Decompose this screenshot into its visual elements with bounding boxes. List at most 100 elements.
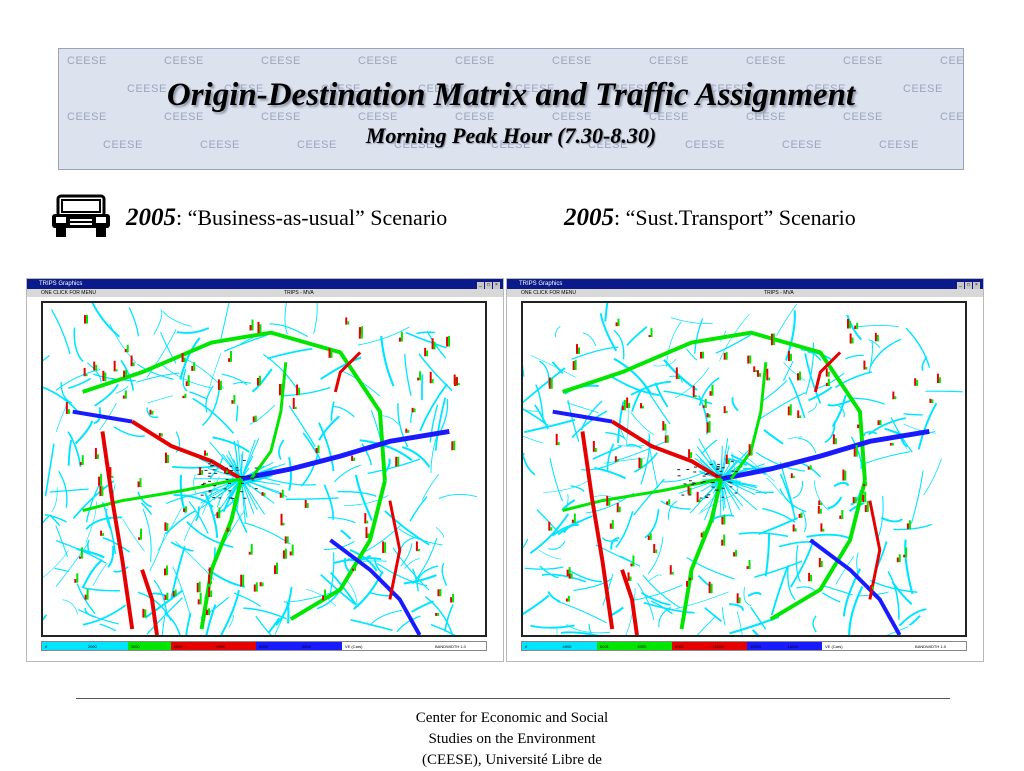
zone-bar-destination bbox=[292, 544, 294, 555]
zone-bar-destination bbox=[166, 523, 168, 531]
network-link bbox=[925, 391, 962, 392]
centroid-marker bbox=[201, 495, 204, 496]
network-link bbox=[888, 572, 899, 620]
zone-bar-origin bbox=[606, 496, 608, 506]
zone-bar-destination bbox=[95, 365, 97, 371]
zone-bar-origin bbox=[100, 531, 102, 536]
maximize-button[interactable]: □ bbox=[965, 282, 972, 289]
zone-bar-destination bbox=[361, 326, 363, 334]
network-link bbox=[821, 585, 853, 595]
watermark-text: CEESE bbox=[67, 55, 107, 67]
network-link bbox=[605, 303, 613, 322]
centroid-marker bbox=[255, 476, 258, 477]
zone-bar-destination bbox=[298, 388, 300, 396]
assigned-link bbox=[102, 431, 132, 629]
zone-bar-origin bbox=[937, 374, 939, 383]
menu-hint[interactable]: ONE CLICK FOR MENU bbox=[521, 289, 576, 297]
zone-bar-destination bbox=[755, 370, 757, 372]
network-link bbox=[410, 497, 427, 522]
zone-bar-origin bbox=[280, 493, 282, 498]
zone-bar-destination bbox=[739, 597, 741, 603]
zone-bar-origin bbox=[697, 492, 699, 502]
zone-bar-destination bbox=[68, 409, 70, 414]
zone-bar-origin bbox=[123, 395, 125, 398]
close-button[interactable]: × bbox=[493, 282, 500, 289]
zone-bar-destination bbox=[711, 385, 713, 396]
zone-bar-origin bbox=[737, 593, 739, 603]
scenario-label: : “Business-as-usual” Scenario bbox=[176, 205, 447, 230]
zone-bar-destination bbox=[695, 395, 697, 397]
zone-bar-origin bbox=[799, 514, 801, 518]
zone-bar-destination bbox=[905, 547, 907, 557]
centroid-marker bbox=[729, 486, 732, 487]
network-link bbox=[76, 421, 93, 444]
minimize-button[interactable]: _ bbox=[957, 282, 964, 289]
zone-bar-origin bbox=[833, 434, 835, 444]
network-link bbox=[406, 333, 447, 348]
zone-bar-origin bbox=[630, 563, 632, 566]
zone-bar-destination bbox=[264, 493, 266, 496]
menu-bar: ONE CLICK FOR MENU TRIPS - MVA bbox=[27, 289, 503, 297]
zone-bar-origin bbox=[231, 400, 233, 404]
centroid-marker bbox=[703, 476, 706, 477]
centroid-marker bbox=[208, 476, 211, 477]
network-canvas bbox=[43, 303, 485, 635]
centroid-marker bbox=[230, 470, 233, 471]
zone-bar-destination bbox=[397, 457, 399, 467]
network-link bbox=[537, 510, 559, 534]
zone-bar-destination bbox=[419, 371, 421, 380]
zone-bar-destination bbox=[354, 568, 356, 571]
zone-bar-origin bbox=[204, 450, 206, 455]
scenario-year: 2005 bbox=[564, 204, 614, 231]
network-link bbox=[324, 485, 333, 520]
footer-line: Center for Economic and Social bbox=[372, 708, 652, 729]
zone-bar-destination bbox=[295, 407, 297, 409]
zone-bar-origin bbox=[749, 444, 751, 455]
centroid-marker bbox=[243, 460, 246, 461]
centroid-marker bbox=[730, 482, 733, 483]
zone-bar-origin bbox=[99, 486, 101, 496]
network-link bbox=[301, 455, 317, 486]
centroid-marker bbox=[705, 496, 708, 497]
assigned-links bbox=[73, 333, 450, 635]
zone-bar-destination bbox=[140, 478, 142, 487]
network-map-bau[interactable] bbox=[41, 301, 487, 637]
minimize-button[interactable]: _ bbox=[477, 282, 484, 289]
legend-entry: 4000 bbox=[560, 642, 598, 650]
zone-bar-origin bbox=[721, 517, 723, 525]
menu-hint[interactable]: ONE CLICK FOR MENU bbox=[41, 289, 96, 297]
network-link bbox=[436, 527, 444, 537]
centroid-marker bbox=[228, 483, 231, 484]
network-link bbox=[594, 468, 625, 478]
legend-entry: 8000 bbox=[635, 642, 673, 650]
zone-bar-destination bbox=[705, 399, 707, 408]
zone-bar-destination bbox=[865, 367, 867, 370]
zone-bar-destination bbox=[723, 535, 725, 546]
centroid-marker bbox=[694, 467, 697, 468]
centroid-marker bbox=[717, 466, 720, 467]
network-link bbox=[241, 479, 264, 515]
legend-entry: 6000 bbox=[256, 642, 299, 650]
network-map-sustainable[interactable] bbox=[521, 301, 967, 637]
zone-bar-destination bbox=[76, 573, 78, 582]
network-link bbox=[664, 360, 697, 390]
zone-bar-destination bbox=[86, 315, 88, 323]
maximize-button[interactable]: □ bbox=[485, 282, 492, 289]
zone-bar-origin bbox=[820, 523, 822, 531]
zone-bar-origin bbox=[808, 573, 810, 581]
zone-bar-destination bbox=[916, 380, 918, 386]
zone-bar-origin bbox=[249, 552, 251, 555]
network-link bbox=[869, 341, 872, 373]
network-link bbox=[113, 567, 128, 572]
close-button[interactable]: × bbox=[973, 282, 980, 289]
zone-bar-destination bbox=[82, 455, 84, 465]
zone-bar-destination bbox=[262, 583, 264, 587]
zone-bar-destination bbox=[185, 506, 187, 512]
zone-bar-destination bbox=[759, 373, 761, 377]
scenario-caption-bau: 2005: “Business-as-usual” Scenario bbox=[126, 204, 447, 232]
centroid-marker bbox=[226, 479, 229, 480]
zone-bar-origin bbox=[753, 366, 755, 372]
centroid-marker bbox=[240, 491, 243, 492]
network-link bbox=[241, 479, 274, 504]
